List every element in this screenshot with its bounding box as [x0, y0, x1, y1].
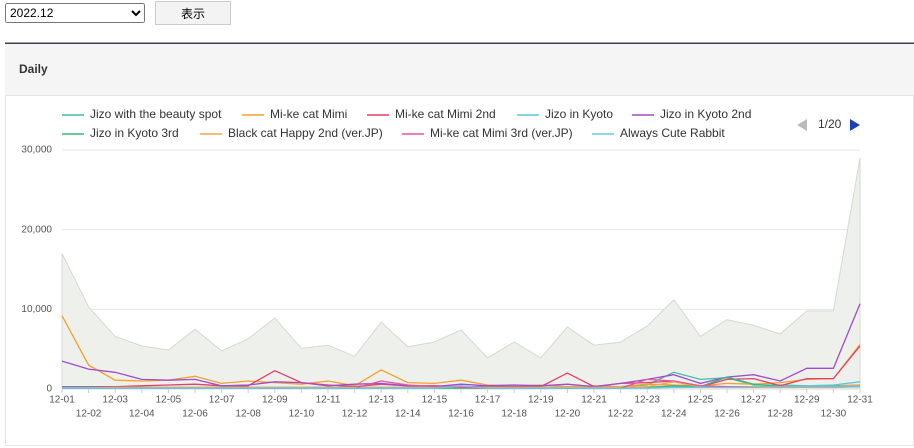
x-tick-label: 12-08	[235, 409, 261, 420]
x-tick-label: 12-11	[316, 395, 341, 406]
x-tick-label: 12-04	[129, 409, 155, 420]
next-page[interactable]	[850, 119, 860, 131]
legend-label: Mi-ke cat Mimi 3rd (ver.JP)	[430, 126, 573, 140]
x-tick-label: 12-21	[581, 395, 607, 406]
x-tick-label: 12-07	[209, 395, 235, 406]
series-line	[61, 371, 861, 389]
x-tick-label: 12-23	[634, 395, 660, 406]
legend-label: Jizo with the beauty spot	[90, 107, 222, 121]
total-area	[61, 157, 861, 390]
panel-title: Daily	[19, 62, 48, 76]
x-tick-label: 12-09	[262, 395, 288, 406]
x-tick-label: 12-02	[76, 409, 102, 420]
series-line	[62, 378, 861, 389]
legend-label: Always Cute Rabbit	[620, 126, 725, 140]
y-tick-label: 0	[46, 384, 52, 395]
x-tick-label: 12-13	[368, 395, 394, 406]
x-tick-label: 12-10	[289, 409, 315, 420]
x-tick-label: 12-16	[448, 409, 474, 420]
series-line	[62, 385, 861, 389]
x-tick-label: 12-24	[661, 409, 687, 420]
y-tick-label: 30,000	[21, 145, 52, 156]
series-line	[62, 381, 861, 389]
x-tick-label: 12-03	[102, 395, 128, 406]
legend-label: Mi-ke cat Mimi 2nd	[395, 107, 496, 121]
legend-label: Jizo in Kyoto	[545, 107, 613, 121]
legend-label: Jizo in Kyoto 2nd	[660, 107, 751, 121]
series-line	[61, 315, 861, 388]
series-line	[62, 376, 861, 389]
prev-page[interactable]	[797, 119, 807, 131]
x-tick-label: 12-28	[767, 409, 793, 420]
x-tick-label: 12-15	[422, 395, 448, 406]
x-tick-label: 12-25	[688, 395, 714, 406]
x-tick-label: 12-29	[794, 395, 820, 406]
month-select[interactable]: 2022.12	[5, 3, 145, 23]
x-tick-label: 12-17	[475, 395, 501, 406]
x-tick-label: 12-18	[501, 409, 527, 420]
panel-header	[5, 44, 914, 95]
x-tick-label: 12-06	[182, 409, 208, 420]
legend-label: Jizo in Kyoto 3rd	[90, 126, 179, 140]
series-line	[62, 381, 861, 389]
x-tick-label: 12-05	[156, 395, 182, 406]
x-tick-label: 12-20	[555, 409, 581, 420]
x-tick-label: 12-27	[741, 395, 767, 406]
x-tick-label: 12-14	[395, 409, 421, 420]
x-tick-label: 12-22	[608, 409, 634, 420]
legend-page: 1/20	[818, 117, 842, 131]
show-button[interactable]: 表示	[155, 1, 231, 25]
legend-label: Mi-ke cat Mimi	[270, 107, 347, 121]
x-tick-label: 12-26	[714, 409, 740, 420]
series-line	[62, 345, 861, 388]
y-tick-label: 20,000	[21, 224, 52, 235]
x-tick-label: 12-30	[821, 409, 847, 420]
y-tick-label: 10,000	[21, 304, 52, 315]
series-line	[61, 303, 861, 388]
panel-body	[5, 95, 914, 446]
x-tick-label: 12-31	[847, 395, 873, 406]
legend-label: Black cat Happy 2nd (ver.JP)	[228, 126, 383, 140]
x-tick-label: 12-12	[342, 409, 368, 420]
x-tick-label: 12-01	[49, 395, 75, 406]
x-tick-label: 12-19	[528, 395, 554, 406]
